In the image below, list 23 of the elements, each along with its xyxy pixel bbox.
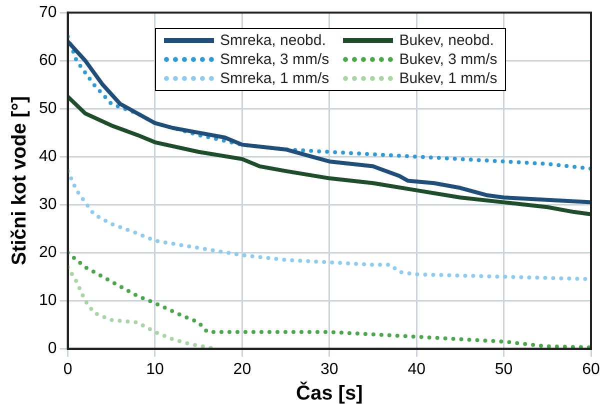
legend-label: Bukev, neobd.: [399, 32, 494, 49]
y-tick-label: 60: [39, 52, 57, 70]
x-tick-label: 60: [582, 360, 600, 378]
x-tick-label: 20: [233, 360, 252, 378]
legend-label: Smreka, neobd.: [220, 32, 326, 49]
x-tick-label: 10: [146, 360, 164, 378]
legend-label: Smreka, 3 mm/s: [220, 51, 330, 68]
y-tick-label: 50: [39, 100, 57, 118]
y-tick-label: 30: [39, 196, 57, 214]
x-tick-label: 50: [494, 360, 513, 378]
y-axis-title: Stični kot vode [°]: [8, 96, 31, 266]
x-axis-title: Čas [s]: [296, 382, 363, 405]
x-tick-label: 0: [63, 360, 72, 378]
x-tick-label: 40: [408, 360, 426, 378]
y-tick-label: 0: [48, 340, 57, 358]
y-tick-label: 70: [39, 4, 57, 22]
y-tick-label: 40: [39, 148, 57, 166]
y-tick-label: 10: [39, 292, 57, 310]
x-tick-label: 30: [320, 360, 338, 378]
legend-label: Bukev, 1 mm/s: [399, 70, 498, 87]
y-tick-label: 20: [39, 244, 57, 262]
legend-label: Smreka, 1 mm/s: [220, 70, 330, 87]
legend-label: Bukev, 3 mm/s: [399, 51, 498, 68]
